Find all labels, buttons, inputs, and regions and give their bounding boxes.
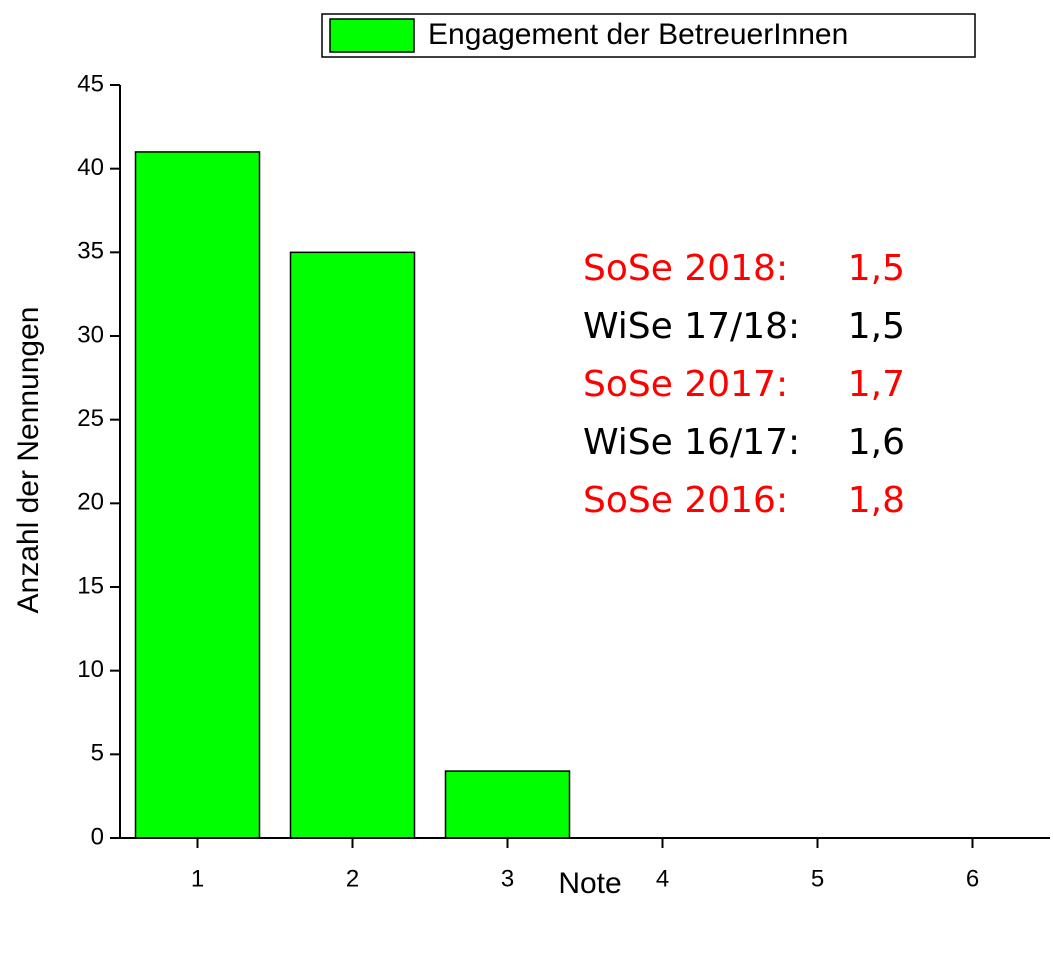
y-tick-label: 15: [77, 572, 104, 599]
y-tick-label: 40: [77, 154, 104, 181]
x-tick-label: 4: [656, 865, 669, 892]
note-label: WiSe 16/17:: [583, 422, 800, 463]
note-label: WiSe 17/18:: [583, 306, 800, 347]
note-value: 1,8: [848, 480, 905, 521]
bar: [444, 770, 571, 839]
y-tick-label: 30: [77, 321, 104, 348]
note-value: 1,6: [848, 422, 905, 463]
legend-swatch: [329, 18, 415, 53]
note-label: SoSe 2016:: [583, 480, 788, 521]
bar: [134, 151, 261, 839]
x-tick-label: 2: [346, 865, 359, 892]
y-tick-label: 25: [77, 405, 104, 432]
bar: [289, 251, 416, 839]
y-tick-label: 5: [91, 740, 104, 767]
note-value: 1,7: [848, 364, 905, 405]
legend-frame: [321, 13, 976, 58]
y-tick-label: 10: [77, 656, 104, 683]
x-tick-label: 6: [966, 865, 979, 892]
note-value: 1,5: [848, 248, 905, 289]
y-tick-label: 35: [77, 238, 104, 265]
note-value: 1,5: [848, 306, 905, 347]
legend-label: Engagement der BetreuerInnen: [428, 18, 848, 51]
y-tick-label: 0: [91, 823, 104, 850]
note-label: SoSe 2017:: [583, 364, 788, 405]
x-tick-label: 3: [501, 865, 514, 892]
x-tick-label: 1: [191, 865, 204, 892]
note-label: SoSe 2018:: [583, 248, 788, 289]
x-axis-title: Note: [558, 867, 621, 900]
y-tick-label: 45: [77, 70, 104, 97]
x-tick-label: 5: [811, 865, 824, 892]
y-tick-label: 20: [77, 489, 104, 516]
y-axis-title: Anzahl der Nennungen: [12, 307, 45, 614]
